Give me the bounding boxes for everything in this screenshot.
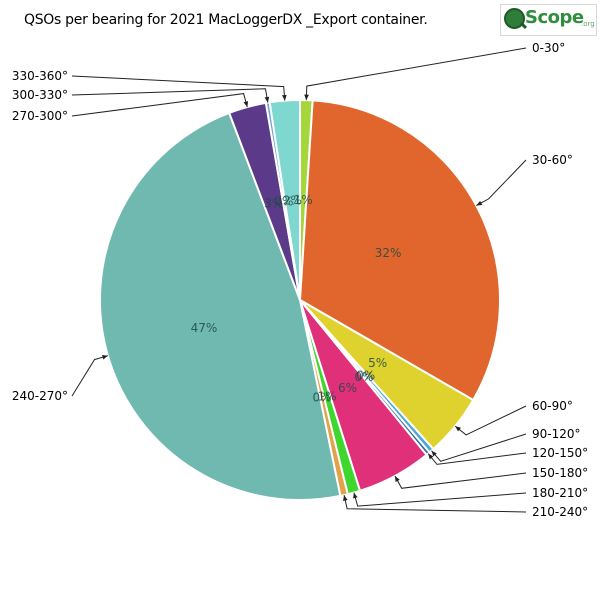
leader-line-270-300 [71,93,248,117]
percent-label-120-150: 0% [354,370,373,384]
leader-line-30-60 [476,159,527,206]
leader-arrow-150-180 [395,476,400,482]
leader-arrow-60-90 [455,426,461,432]
category-label-0-30: 0-30° [532,41,565,55]
leader-line-300-330 [71,88,269,103]
leader-line-0-30 [305,47,527,101]
category-label-30-60: 30-60° [532,153,573,167]
chart-title: QSOs per bearing for 2021 MacLoggerDX _E… [24,12,428,28]
leader-arrow-120-150 [428,453,434,460]
percent-label-330-360: 2% [283,193,302,207]
leader-arrow-300-330 [264,96,270,103]
percent-label-0-30: 1% [294,193,313,207]
category-label-180-210: 180-210° [532,486,588,500]
percent-label-60-90: 5% [368,356,387,370]
percent-label-240-270: 47% [191,321,218,335]
pie-slice-240-270 [99,111,342,501]
category-label-90-120: 90-120° [532,427,581,441]
leader-arrow-90-120 [431,450,437,457]
category-label-240-270: 240-270° [12,389,68,403]
logo-text: Scope [525,7,584,28]
percent-label-30-60: 32% [375,246,402,260]
magnifier-icon [504,8,525,29]
category-label-300-330: 300-330° [12,88,68,102]
leader-arrow-330-360 [282,94,287,101]
category-label-60-90: 60-90° [532,399,573,413]
leader-arrow-30-60 [476,200,483,206]
leader-arrow-210-240 [343,495,348,501]
category-label-120-150: 120-150° [532,446,588,460]
leader-arrow-0-30 [304,94,309,101]
leader-arrow-270-300 [243,101,249,108]
percent-label-150-180: 6% [338,381,357,395]
category-label-150-180: 150-180° [532,466,588,480]
percent-label-270-300: 3% [264,197,283,211]
leader-line-180-210 [353,492,527,507]
category-label-270-300: 270-300° [12,109,68,123]
category-label-210-240: 210-240° [532,505,588,519]
leader-line-240-270 [71,355,109,397]
logo-subtext: .org [581,20,595,28]
percent-label-300-330: 0% [274,194,293,208]
leader-line-210-240 [343,494,527,513]
qscope-logo: Scope .org [500,4,597,36]
percent-label-90-120: 0% [356,368,375,382]
leader-line-330-360 [71,75,286,101]
leader-arrow-240-270 [102,355,108,360]
percent-label-180-210: 1% [317,389,336,403]
leader-line-120-150 [427,452,527,465]
leader-line-150-180 [394,472,527,489]
category-label-330-360: 330-360° [12,69,68,83]
pie-slice-30-60 [298,99,502,402]
percent-label-210-240: 0% [312,391,331,405]
leader-arrow-180-210 [353,492,358,499]
